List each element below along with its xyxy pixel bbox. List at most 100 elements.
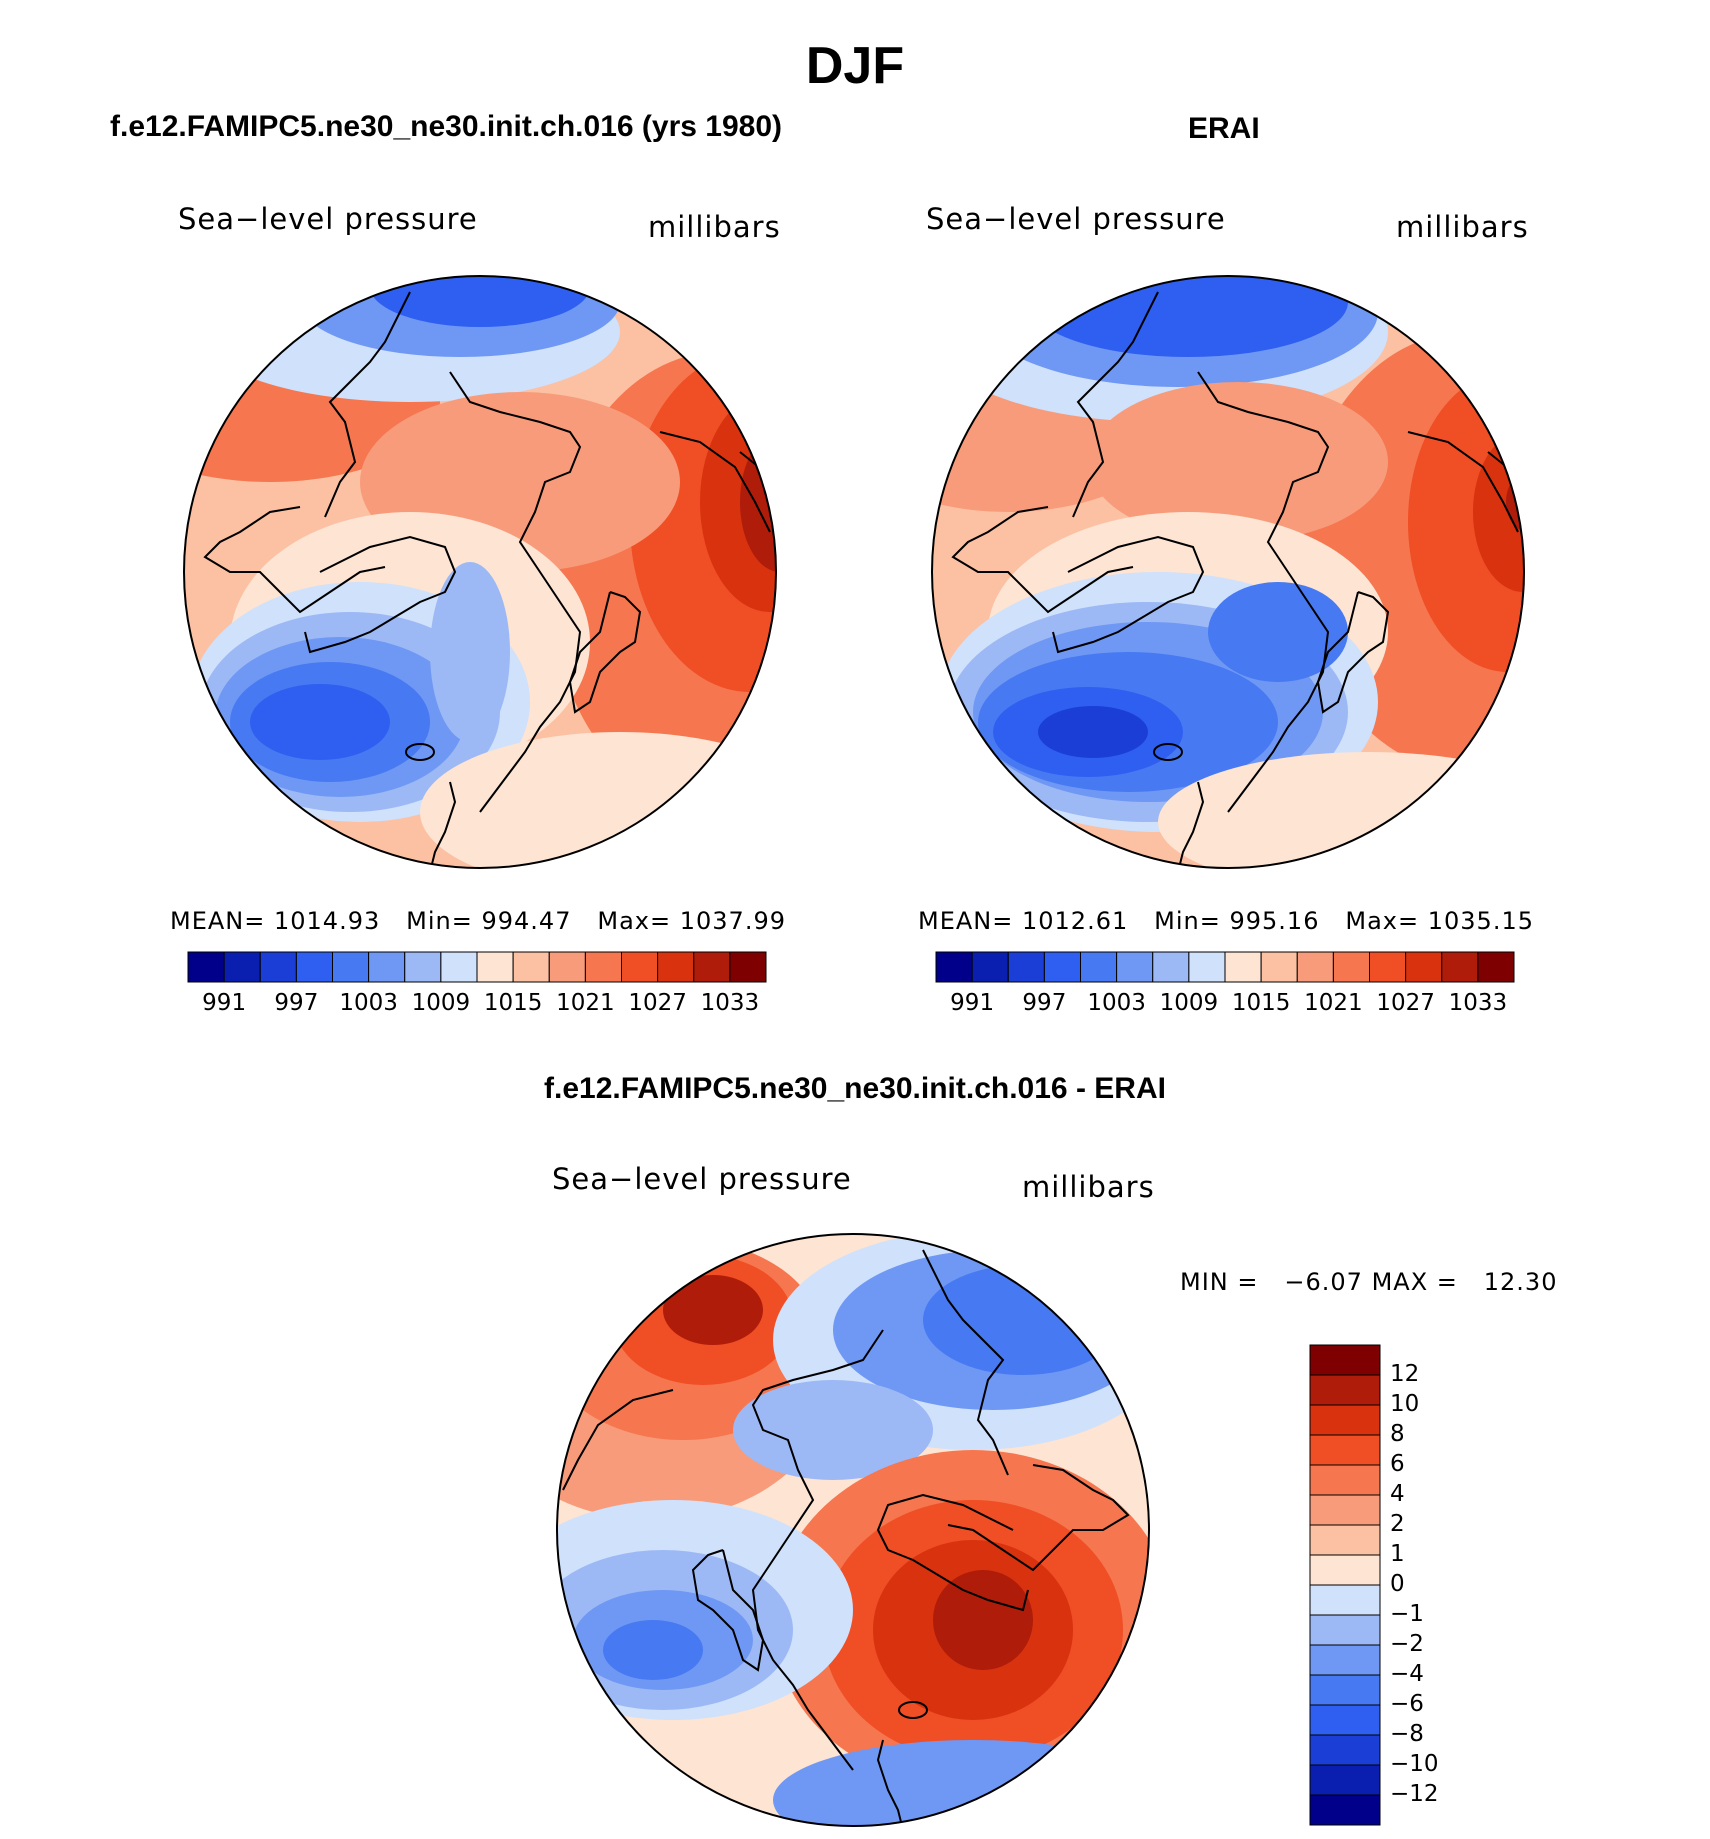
diff-colorbar-tick-label: 1 [1390, 1541, 1405, 1567]
obs-max-label: Max= [1345, 907, 1420, 935]
diff-units-label: millibars [1022, 1170, 1155, 1204]
model-colorbar-tick-label: 997 [274, 990, 319, 1016]
model-colorbar-swatch [476, 951, 514, 983]
model-colorbar-swatch [223, 951, 261, 983]
obs-mean-value: 1012.61 [1022, 907, 1129, 935]
diff-map-border [556, 1233, 1150, 1827]
obs-colorbar-swatch [1441, 951, 1479, 983]
obs-colorbar-swatch [1332, 951, 1370, 983]
diff-variable-label: Sea−level pressure [552, 1162, 852, 1196]
diff-colorbar-tick-label: −1 [1390, 1601, 1424, 1627]
diff-colorbar-swatch [1309, 1584, 1381, 1616]
diff-polar-map [556, 1233, 1150, 1827]
diff-panel-title: f.e12.FAMIPC5.ne30_ne30.init.ch.016 - ER… [544, 1072, 1166, 1105]
obs-variable-label: Sea−level pressure [926, 202, 1226, 236]
obs-colorbar-tick-label: 1009 [1159, 990, 1219, 1016]
diff-colorbar-swatch [1309, 1494, 1381, 1526]
model-colorbar-swatch [295, 951, 333, 983]
obs-colorbar-swatch [1007, 951, 1045, 983]
diff-colorbar-swatch [1309, 1734, 1381, 1766]
diff-colorbar-tick-label: −6 [1390, 1691, 1424, 1717]
obs-colorbar-swatch [1188, 951, 1226, 983]
model-colorbar-swatch [187, 951, 225, 983]
diff-colorbar-tick-label: −2 [1390, 1631, 1424, 1657]
diff-min-label: MIN = [1180, 1268, 1259, 1296]
obs-colorbar-swatch [1260, 951, 1298, 983]
model-colorbar-tick-label: 1021 [556, 990, 615, 1016]
model-colorbar-tick-label: 1015 [483, 990, 543, 1016]
obs-colorbar-swatch [935, 951, 973, 983]
model-colorbar-swatch [548, 951, 586, 983]
diff-colorbar-tick-label: 0 [1390, 1571, 1405, 1597]
diff-colorbar-tick-label: 8 [1390, 1421, 1405, 1447]
model-colorbar-swatch [332, 951, 370, 983]
model-colorbar-swatch [404, 951, 442, 983]
model-colorbar-tick-label: 1003 [339, 990, 398, 1016]
diff-colorbar-tick-label: −10 [1390, 1751, 1439, 1777]
obs-units-label: millibars [1396, 210, 1529, 244]
obs-min-value: 995.16 [1229, 907, 1320, 935]
obs-mean-label: MEAN= [918, 907, 1014, 935]
diff-colorbar-tick-label: 12 [1390, 1361, 1420, 1387]
obs-colorbar-swatch [1405, 951, 1443, 983]
model-colorbar-swatch [584, 951, 622, 983]
diff-colorbar-tick-label: 10 [1390, 1391, 1420, 1417]
figure-title: DJF [805, 37, 905, 95]
model-stats: MEAN= 1014.93 Min= 994.47 Max= 1037.99 [170, 907, 786, 935]
diff-colorbar-tick-label: 6 [1390, 1451, 1405, 1477]
obs-colorbar-ticks: 991 997 1003 1009 1015 1021 1027 1033 [936, 990, 1514, 1020]
diff-coastlines [562, 1249, 1130, 1826]
model-min-label: Min= [406, 907, 473, 935]
model-colorbar-tick-label: 1027 [628, 990, 687, 1016]
model-max-value: 1037.99 [679, 907, 786, 935]
model-colorbar-swatch [512, 951, 550, 983]
model-map-border [183, 275, 777, 869]
model-contour-field [184, 276, 776, 868]
diff-colorbar-swatch [1309, 1554, 1381, 1586]
obs-panel-title: ERAI [1188, 112, 1260, 145]
diff-colorbar-tick-label: 4 [1390, 1481, 1405, 1507]
obs-colorbar-swatch [1116, 951, 1154, 983]
model-panel-title: f.e12.FAMIPC5.ne30_ne30.init.ch.016 (yrs… [110, 110, 782, 143]
diff-colorbar-swatch [1309, 1524, 1381, 1556]
diff-colorbar-swatch [1309, 1704, 1381, 1736]
diff-max-value: 12.30 [1483, 1268, 1558, 1296]
diff-colorbar-ticks: 12 10 8 6 4 2 1 0 −1 −2 −4 −6 −8 −10 −12 [1390, 1345, 1490, 1825]
diff-colorbar-swatch [1309, 1404, 1381, 1436]
obs-colorbar-swatch [1296, 951, 1334, 983]
obs-max-value: 1035.15 [1427, 907, 1534, 935]
diff-colorbar-tick-label: −8 [1390, 1721, 1424, 1747]
obs-colorbar-swatch [1080, 951, 1118, 983]
model-colorbar-tick-label: 1009 [411, 990, 471, 1016]
obs-map-border [931, 275, 1525, 869]
diff-colorbar-swatch [1309, 1434, 1381, 1466]
model-max-label: Max= [597, 907, 672, 935]
diff-stats: MIN = −6.07 MAX = 12.30 [1180, 1268, 1557, 1296]
diff-colorbar-swatch [1309, 1674, 1381, 1706]
diff-colorbar-tick-label: −4 [1390, 1661, 1424, 1687]
diff-colorbar-swatch [1309, 1374, 1381, 1406]
diff-max-label: MAX = [1371, 1268, 1458, 1296]
obs-colorbar-tick-label: 1033 [1448, 990, 1508, 1016]
diff-colorbar-tick-label: 2 [1390, 1511, 1405, 1537]
obs-colorbar-tick-label: 991 [950, 990, 995, 1016]
obs-colorbar-tick-label: 1021 [1304, 990, 1363, 1016]
obs-colorbar-tick-label: 997 [1022, 990, 1067, 1016]
diff-colorbar-swatch [1309, 1794, 1381, 1826]
model-colorbar-swatch [368, 951, 406, 983]
model-colorbar-swatch [440, 951, 478, 983]
obs-colorbar-tick-label: 1015 [1231, 990, 1291, 1016]
obs-stats: MEAN= 1012.61 Min= 995.16 Max= 1035.15 [918, 907, 1534, 935]
model-colorbar-swatch [621, 951, 659, 983]
diff-colorbar [1309, 1344, 1381, 1826]
diff-colorbar-swatch [1309, 1614, 1381, 1646]
model-coastlines [203, 291, 776, 868]
model-polar-map [183, 275, 777, 869]
diff-min-value: −6.07 [1284, 1268, 1363, 1296]
model-colorbar-ticks: 991 997 1003 1009 1015 1021 1027 1033 [188, 990, 766, 1020]
obs-min-label: Min= [1154, 907, 1221, 935]
model-colorbar [187, 951, 767, 983]
obs-colorbar-swatch [1224, 951, 1262, 983]
model-variable-label: Sea−level pressure [178, 202, 478, 236]
model-mean-value: 1014.93 [274, 907, 381, 935]
